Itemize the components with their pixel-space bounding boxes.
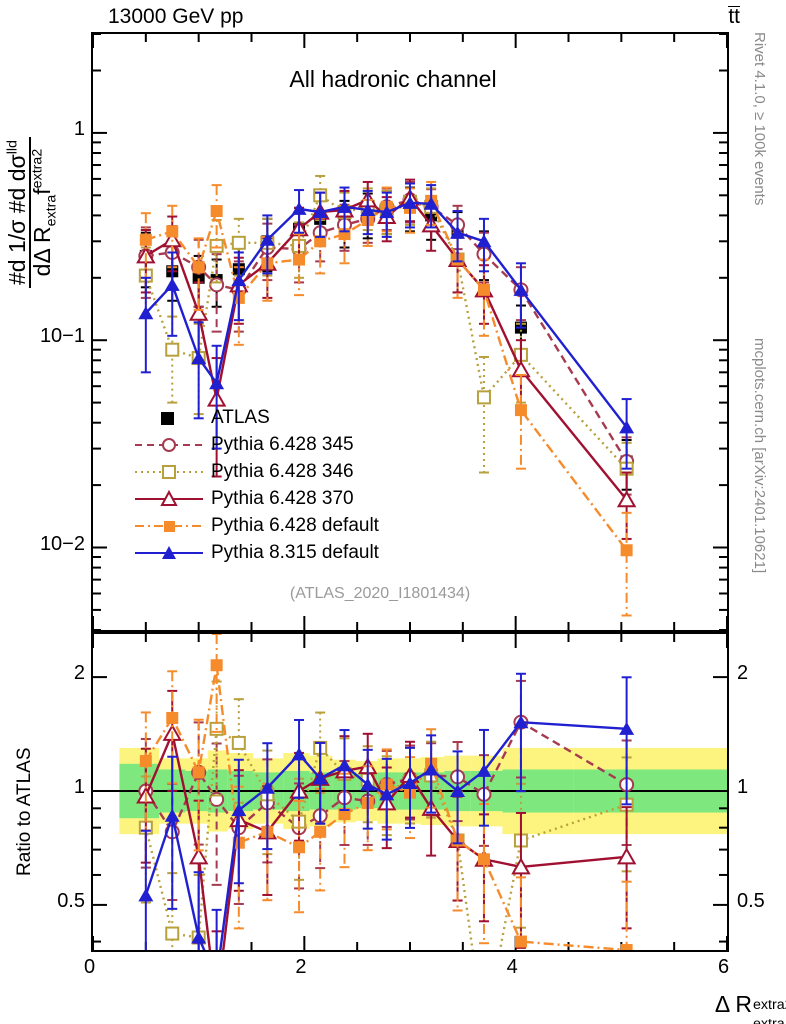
legend-key-pythia-345 — [133, 434, 205, 456]
rivet-version-caption: Rivet 4.1.0, ≥ 100k events — [751, 32, 768, 206]
analysis-watermark: (ATLAS_2020_I1801434) — [289, 585, 471, 602]
process-label: tt — [728, 5, 740, 29]
y-tick-ratio-left-0: 2 — [73, 662, 85, 685]
y-tick-main-0: 1 — [73, 117, 85, 140]
y-tick-ratio-left-2: 0.5 — [57, 889, 85, 912]
legend-key-pythia-8-default — [133, 542, 205, 564]
main-plot-panel — [91, 32, 729, 632]
beam-energy-label: 13000 GeV pp — [108, 5, 244, 28]
x-axis-sup: extra2 — [753, 997, 786, 1014]
y-tick-main-1: 10−1 — [39, 325, 85, 348]
y-tick-ratio-left-1: 1 — [73, 776, 85, 798]
y-den-sub: extra — [43, 194, 60, 227]
y-den-text: dΔ R — [29, 226, 55, 277]
y-tick-ratio-right-0: 2 — [737, 662, 749, 685]
y-num-text: #d 1/σ #d dσ — [4, 154, 30, 285]
legend-item-pythia-346[interactable]: Pythia 6.428 346 — [133, 458, 379, 485]
legend-label-pythia-8-default: Pythia 8.315 default — [211, 541, 379, 563]
legend-label-atlas: ATLAS — [211, 406, 270, 428]
y-tick-ratio-right-1: 1 — [737, 776, 749, 798]
x-tick-1: 2 — [295, 956, 307, 978]
y-tick-ratio-right-2: 0.5 — [737, 889, 765, 912]
y-axis-title-ratio-text: Ratio to ATLAS — [14, 747, 35, 877]
ratio-plot-panel — [91, 632, 729, 952]
legend-item-pythia-8-default[interactable]: Pythia 8.315 default — [133, 539, 379, 566]
legend-item-pythia-345[interactable]: Pythia 6.428 345 — [133, 431, 379, 458]
y-den-tail: f — [29, 188, 55, 195]
y-axis-title-main: #d 1/σ #d dσlld dΔ Rextrafextra2 — [4, 60, 60, 290]
y-den-tail-sup: extra2 — [29, 148, 46, 189]
legend-item-pythia-6-default[interactable]: Pythia 6.428 default — [133, 512, 379, 539]
legend-label-pythia-346: Pythia 6.428 346 — [211, 460, 354, 482]
legend-key-pythia-370 — [133, 488, 205, 510]
legend-label-pythia-370: Pythia 6.428 370 — [211, 487, 354, 509]
process-text: tt — [728, 5, 740, 28]
legend-label-pythia-6-default: Pythia 6.428 default — [211, 514, 379, 536]
legend-item-pythia-370[interactable]: Pythia 6.428 370 — [133, 485, 379, 512]
legend-key-pythia-346 — [133, 461, 205, 483]
channel-title: All hadronic channel — [289, 66, 497, 92]
legend-key-atlas — [133, 407, 205, 429]
legend: ATLAS Pythia 6.428 345 Pythia 6.428 346 … — [133, 404, 379, 566]
mcplots-caption: mcplots.cern.ch [arXiv:2401.10621] — [751, 338, 768, 574]
y-tick-main-2: 10−2 — [39, 532, 85, 555]
y-axis-title-ratio: Ratio to ATLAS — [14, 700, 40, 900]
y-num-sup: lld — [4, 140, 21, 155]
ratio-plot-canvas — [93, 634, 727, 950]
legend-item-atlas[interactable]: ATLAS — [133, 404, 379, 431]
legend-label-pythia-345: Pythia 6.428 345 — [211, 433, 354, 455]
main-plot-canvas — [93, 34, 727, 630]
x-axis-sub: extra1 — [753, 1016, 786, 1024]
x-axis-base: Δ R — [714, 991, 752, 1017]
x-axis-title: Δ Rextra2 extra1 — [714, 991, 786, 1024]
x-tick-2: 4 — [506, 956, 518, 978]
x-tick-3: 6 — [718, 956, 730, 978]
x-tick-0: 0 — [84, 956, 96, 978]
legend-key-pythia-6-default — [133, 515, 205, 537]
